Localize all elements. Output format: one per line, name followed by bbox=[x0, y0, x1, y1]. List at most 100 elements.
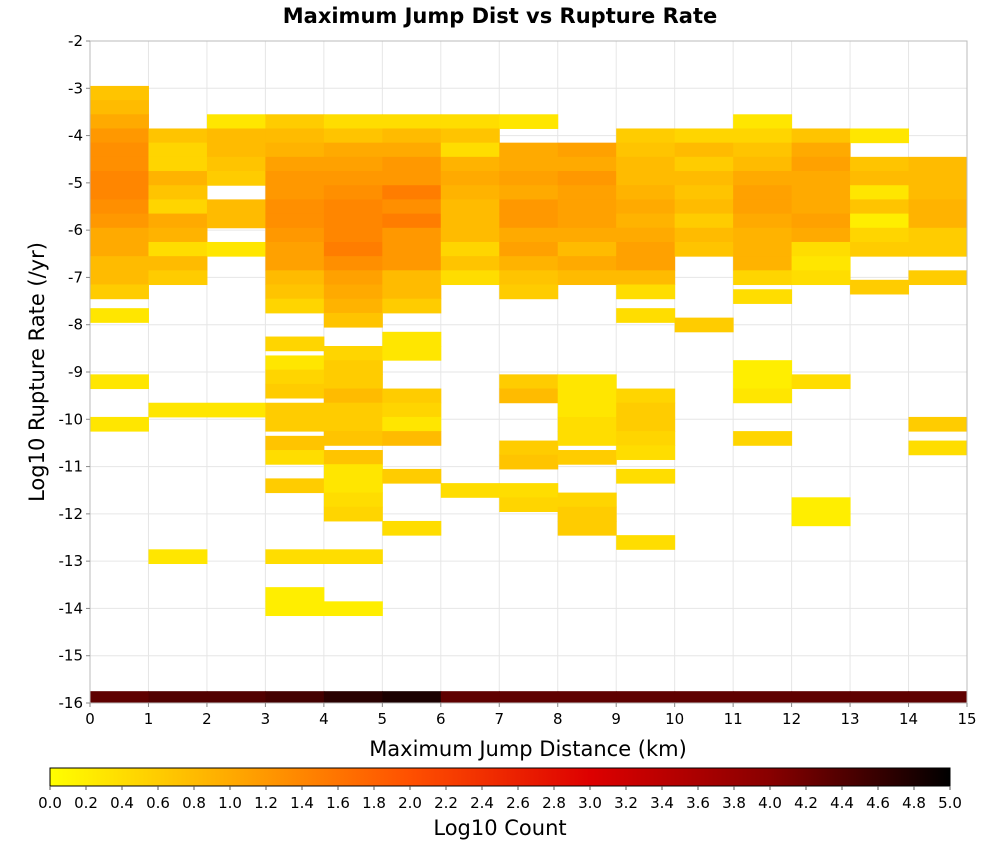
y-tick-label-6: -8 bbox=[68, 316, 83, 334]
heatmap-cell-189 bbox=[674, 156, 734, 172]
heatmap-cell-142 bbox=[499, 374, 559, 390]
heatmap-cell-140 bbox=[499, 270, 559, 286]
heatmap-cell-226 bbox=[791, 497, 851, 512]
x-axis-label: Maximum Jump Distance (km) bbox=[369, 737, 687, 761]
heatmap-cell-132 bbox=[499, 156, 559, 172]
heatmap-cell-153 bbox=[557, 213, 617, 229]
heatmap-cell-138 bbox=[499, 241, 559, 257]
heatmap-cell-38 bbox=[206, 241, 266, 257]
y-tick-label-14: -16 bbox=[59, 694, 84, 712]
heatmap-cell-106 bbox=[382, 270, 442, 286]
heatmap-cell-17 bbox=[90, 416, 149, 432]
colorbar-tick-label-7: 1.4 bbox=[290, 794, 314, 812]
heatmap-cell-0 bbox=[90, 85, 149, 101]
heatmap-cell-135 bbox=[499, 199, 559, 215]
heatmap-cell-234 bbox=[850, 227, 910, 243]
heatmap-bottom-cell-14 bbox=[908, 691, 968, 703]
heatmap-cell-134 bbox=[499, 185, 559, 200]
x-tick-label-4: 4 bbox=[319, 710, 329, 728]
heatmap-cell-239 bbox=[908, 185, 968, 200]
y-tick-label-0: -2 bbox=[68, 32, 83, 50]
heatmap-cell-66 bbox=[323, 114, 383, 129]
heatmap-cell-163 bbox=[557, 450, 617, 465]
heatmap-cell-178 bbox=[616, 284, 676, 300]
heatmap-cell-129 bbox=[440, 483, 500, 498]
heatmap-cell-80 bbox=[323, 312, 383, 328]
x-tick-label-7: 7 bbox=[494, 710, 504, 728]
heatmap-cell-7 bbox=[90, 185, 149, 200]
heatmap-cell-57 bbox=[265, 383, 325, 399]
heatmap-cell-242 bbox=[908, 227, 968, 243]
heatmap-cell-82 bbox=[323, 360, 383, 375]
y-tick-label-3: -5 bbox=[68, 174, 83, 192]
heatmap-cell-78 bbox=[323, 284, 383, 300]
x-tick-label-2: 2 bbox=[202, 710, 212, 728]
heatmap-cell-65 bbox=[265, 601, 325, 617]
colorbar-tick-label-11: 2.2 bbox=[434, 794, 458, 812]
heatmap-cell-179 bbox=[616, 308, 676, 323]
colorbar bbox=[49, 767, 951, 787]
heatmap-cell-45 bbox=[265, 185, 325, 200]
heatmap-bottom-cell-8 bbox=[557, 691, 617, 703]
heatmap-cell-111 bbox=[382, 388, 442, 404]
heatmap-cell-120 bbox=[440, 156, 500, 172]
heatmap-cell-4 bbox=[90, 142, 149, 158]
x-axis-ticks: 0 1 2 3 4 5 6 7 8 9 10 11 12 13 14 15 bbox=[85, 703, 977, 728]
heatmap-cell-74 bbox=[323, 227, 383, 243]
heatmap-cell-216 bbox=[791, 156, 851, 172]
heatmap-cell-245 bbox=[908, 416, 968, 432]
heatmap-cell-238 bbox=[908, 171, 968, 186]
heatmap-cell-96 bbox=[382, 128, 442, 144]
colorbar-tick-label-15: 3.0 bbox=[578, 794, 602, 812]
heatmap-cell-162 bbox=[557, 431, 617, 446]
heatmap-cell-200 bbox=[733, 156, 793, 172]
heatmap-cell-86 bbox=[323, 416, 383, 432]
heatmap-cell-185 bbox=[616, 468, 676, 484]
y-tick-label-1: -3 bbox=[68, 79, 83, 97]
heatmap-cells bbox=[90, 85, 968, 703]
heatmap-cell-175 bbox=[616, 241, 676, 257]
colorbar-tick-label-9: 1.8 bbox=[362, 794, 386, 812]
heatmap-cell-119 bbox=[440, 142, 500, 158]
heatmap-cell-68 bbox=[323, 142, 383, 158]
heatmap-cell-41 bbox=[265, 128, 325, 144]
heatmap-cell-117 bbox=[440, 114, 500, 129]
heatmap-cell-161 bbox=[557, 416, 617, 432]
y-axis-label: Log10 Rupture Rate (/yr) bbox=[25, 242, 49, 502]
colorbar-tick-label-4: 0.8 bbox=[182, 794, 206, 812]
heatmap-cell-100 bbox=[382, 185, 442, 200]
x-tick-label-3: 3 bbox=[261, 710, 271, 728]
heatmap-cell-19 bbox=[148, 142, 208, 158]
heatmap-cell-30 bbox=[148, 549, 208, 565]
heatmap-cell-210 bbox=[733, 360, 793, 375]
y-tick-label-9: -11 bbox=[59, 458, 84, 476]
y-tick-label-7: -9 bbox=[68, 363, 83, 381]
heatmap-cell-236 bbox=[850, 279, 910, 295]
heatmap-cell-227 bbox=[791, 511, 851, 527]
heatmap-cell-164 bbox=[557, 492, 617, 508]
colorbar-tick-label-21: 4.2 bbox=[794, 794, 818, 812]
heatmap-cell-36 bbox=[206, 199, 266, 215]
heatmap-cell-212 bbox=[733, 388, 793, 404]
y-tick-label-4: -6 bbox=[68, 221, 83, 239]
heatmap-cell-157 bbox=[557, 270, 617, 286]
chart-title: Maximum Jump Dist vs Rupture Rate bbox=[283, 4, 717, 28]
heatmap-bottom-cell-5 bbox=[382, 691, 442, 703]
heatmap-cell-5 bbox=[90, 156, 149, 172]
heatmap-cell-143 bbox=[499, 388, 559, 404]
heatmap-cell-127 bbox=[440, 256, 500, 271]
colorbar-tick-label-0: 0.0 bbox=[38, 794, 62, 812]
x-tick-label-12: 12 bbox=[782, 710, 801, 728]
heatmap-cell-58 bbox=[265, 402, 325, 418]
heatmap-cell-55 bbox=[265, 355, 325, 371]
heatmap-cell-133 bbox=[499, 171, 559, 186]
heatmap-cell-125 bbox=[440, 227, 500, 243]
colorbar-tick-label-3: 0.6 bbox=[146, 794, 170, 812]
heatmap-cell-76 bbox=[323, 256, 383, 271]
heatmap-cell-193 bbox=[674, 213, 734, 229]
heatmap-cell-48 bbox=[265, 227, 325, 243]
heatmap-cell-39 bbox=[206, 402, 266, 418]
heatmap-cell-144 bbox=[499, 440, 559, 456]
heatmap-bottom-cell-9 bbox=[616, 691, 676, 703]
colorbar-tick-label-6: 1.2 bbox=[254, 794, 278, 812]
